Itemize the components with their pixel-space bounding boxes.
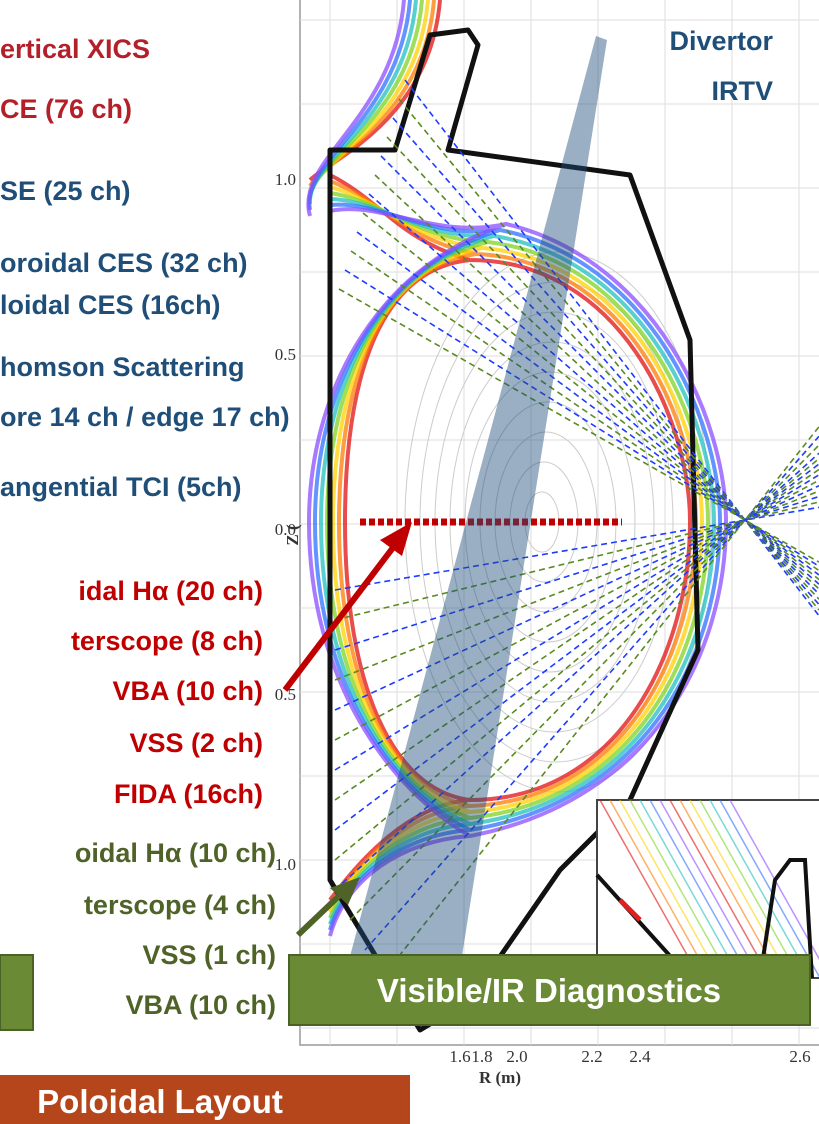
- diagnostic-label: idal Hα (20 ch): [78, 576, 263, 606]
- diagnostic-label: FIDA (16ch): [114, 779, 263, 809]
- diagnostics-diagram: Divertor IRTV 1.00.50.00.51.0 Z ( 1.61.8…: [0, 0, 819, 1124]
- diagnostic-label: VBA (10 ch): [112, 676, 263, 706]
- inset: [597, 800, 819, 978]
- r-tick-label: 1.6: [449, 1047, 470, 1066]
- diagnostic-label: terscope (4 ch): [84, 890, 276, 920]
- z-tick-label: 0.5: [275, 345, 296, 364]
- diagnostic-label: loidal CES (16ch): [0, 290, 221, 320]
- r-tick-label: 2.2: [581, 1047, 602, 1066]
- r-tick-label: 1.8: [471, 1047, 492, 1066]
- diagnostic-label: VBA (10 ch): [125, 990, 276, 1020]
- diagnostic-label: ore 14 ch / edge 17 ch): [0, 402, 290, 432]
- diagnostic-label: terscope (8 ch): [71, 626, 263, 656]
- divertor-label: Divertor: [669, 26, 773, 56]
- diagnostic-label: VSS (2 ch): [129, 728, 263, 758]
- z-tick-label: 0.5: [275, 685, 296, 704]
- z-axis-label: Z (: [283, 524, 302, 546]
- diagnostic-label: oidal Hα (10 ch): [75, 838, 276, 868]
- diagnostic-label: angential TCI (5ch): [0, 472, 242, 502]
- r-axis-label: R (m): [479, 1068, 521, 1087]
- diagnostic-label: VSS (1 ch): [142, 940, 276, 970]
- diagnostic-label: oroidal CES (32 ch): [0, 248, 248, 278]
- z-tick-label: 1.0: [275, 170, 296, 189]
- r-tick-label: 2.6: [789, 1047, 810, 1066]
- diagnostic-label: ertical XICS: [0, 34, 150, 64]
- diagnostic-label: CE (76 ch): [0, 94, 132, 124]
- z-ticks: 1.00.50.00.51.0: [275, 170, 296, 874]
- divertor-label: IRTV: [711, 76, 773, 106]
- r-tick-label: 2.4: [629, 1047, 651, 1066]
- left-labels: ertical XICS CE (76 ch) SE (25 ch) oroidal …: [0, 34, 290, 1020]
- poloidal-title: Poloidal Layout: [37, 1083, 283, 1120]
- visible-ir-title: Visible/IR Diagnostics: [377, 972, 721, 1009]
- r-tick-label: 2.0: [506, 1047, 527, 1066]
- z-tick-label: 1.0: [275, 855, 296, 874]
- diagnostic-label: SE (25 ch): [0, 176, 131, 206]
- diagnostic-label: homson Scattering: [0, 352, 245, 382]
- left-green-box: [0, 955, 33, 1030]
